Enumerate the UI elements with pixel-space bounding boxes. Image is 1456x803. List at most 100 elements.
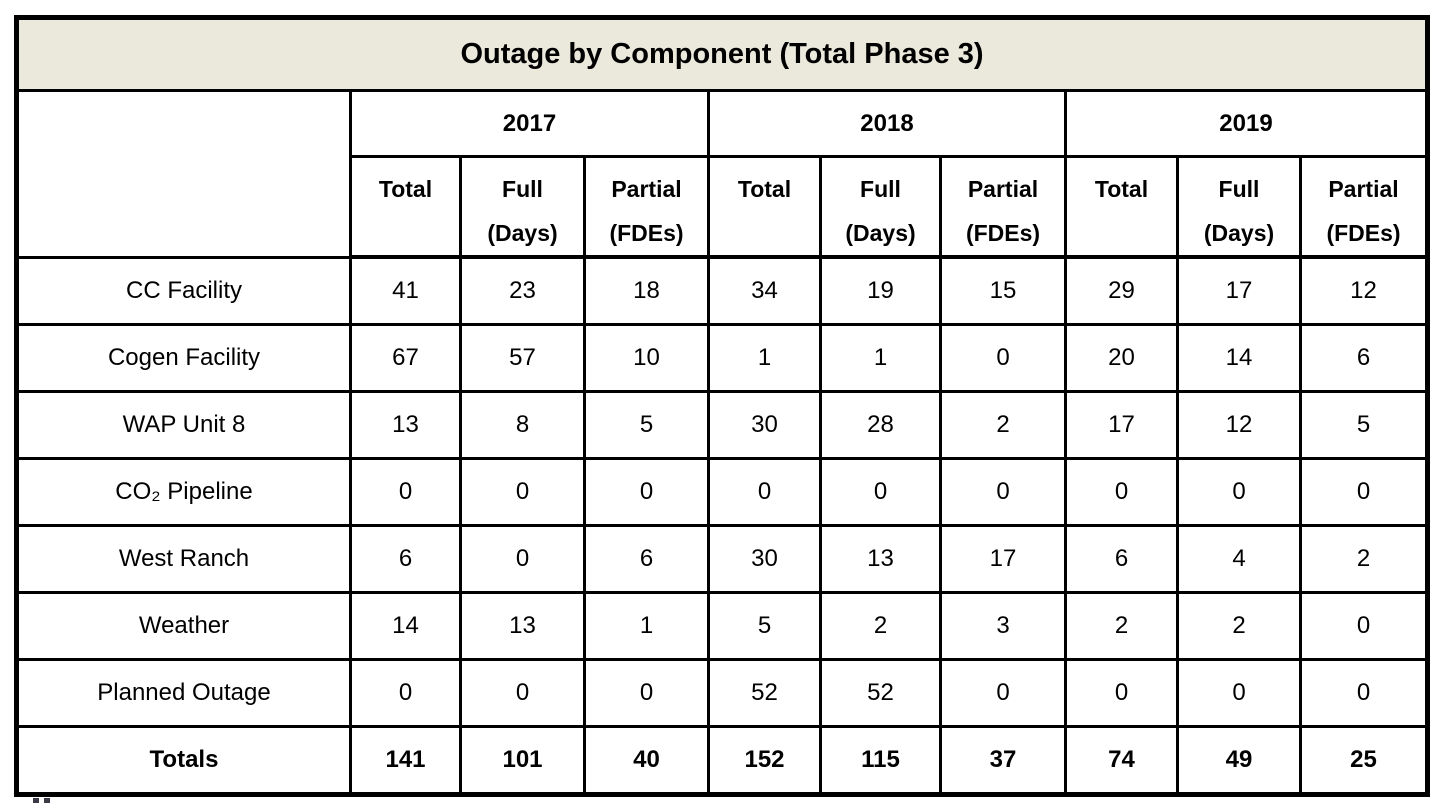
value-cell: 0 bbox=[1064, 456, 1179, 527]
value-cell: 6 bbox=[349, 523, 462, 594]
value-cell: 14 bbox=[1176, 322, 1302, 393]
value-cell: 34 bbox=[707, 255, 822, 326]
value-cell: 6 bbox=[1299, 322, 1429, 393]
year-header-row: 2017 2018 2019 bbox=[15, 89, 1429, 259]
value-cell: 8 bbox=[459, 389, 586, 460]
row-label-west-ranch: West Ranch bbox=[15, 523, 352, 594]
total-value-cell: 74 bbox=[1064, 724, 1179, 796]
value-cell: 17 bbox=[1176, 255, 1302, 326]
value-cell: 1 bbox=[707, 322, 822, 393]
value-cell: 0 bbox=[707, 456, 822, 527]
col-header-2018-full: Full (Days) bbox=[819, 155, 942, 259]
value-cell: 0 bbox=[1299, 456, 1429, 527]
table-title: Outage by Component (Total Phase 3) bbox=[15, 16, 1429, 92]
value-cell: 0 bbox=[459, 523, 586, 594]
col-header-2017-total: Total bbox=[349, 155, 462, 259]
value-cell: 2 bbox=[819, 590, 942, 661]
row-label-co2-pipeline: CO₂ Pipeline bbox=[15, 456, 352, 527]
col-header-label: (FDEs) bbox=[1326, 220, 1401, 246]
subheader-row: Total Full (Days) Partial (FDEs) Total Ful… bbox=[17, 155, 1429, 259]
total-value-cell: 25 bbox=[1299, 724, 1429, 796]
value-cell: 0 bbox=[349, 657, 462, 728]
value-cell: 30 bbox=[707, 523, 822, 594]
col-header-2018-partial: Partial (FDEs) bbox=[939, 155, 1067, 259]
value-cell: 5 bbox=[1299, 389, 1429, 460]
value-cell: 0 bbox=[1299, 657, 1429, 728]
year-header-2017: 2017 bbox=[349, 89, 710, 158]
value-cell: 6 bbox=[1064, 523, 1179, 594]
value-cell: 17 bbox=[1064, 389, 1179, 460]
col-header-label: Full bbox=[1218, 176, 1260, 202]
col-header-label: (FDEs) bbox=[609, 220, 684, 246]
value-cell: 67 bbox=[349, 322, 462, 393]
value-cell: 29 bbox=[1064, 255, 1179, 326]
col-header-label: (FDEs) bbox=[965, 220, 1041, 246]
col-header-2019-total: Total bbox=[1064, 155, 1179, 259]
value-cell: 5 bbox=[707, 590, 822, 661]
value-cell: 17 bbox=[939, 523, 1067, 594]
total-value-cell: 40 bbox=[583, 724, 710, 796]
value-cell: 0 bbox=[1176, 456, 1302, 527]
year-header-2019: 2019 bbox=[1064, 89, 1429, 158]
value-cell: 0 bbox=[583, 657, 710, 728]
value-cell: 2 bbox=[939, 389, 1067, 460]
value-cell: 13 bbox=[819, 523, 942, 594]
total-value-cell: 152 bbox=[707, 724, 822, 796]
value-cell: 0 bbox=[939, 456, 1067, 527]
row-label-cogen-facility: Cogen Facility bbox=[15, 322, 352, 393]
value-cell: 41 bbox=[349, 255, 462, 326]
value-cell: 4 bbox=[1176, 523, 1302, 594]
col-header-2019-full: Full (Days) bbox=[1176, 155, 1302, 259]
year-header-2018: 2018 bbox=[707, 89, 1067, 158]
col-header-label: Full bbox=[502, 176, 543, 202]
value-cell: 14 bbox=[349, 590, 462, 661]
value-cell: 0 bbox=[1064, 657, 1179, 728]
value-cell: 23 bbox=[459, 255, 586, 326]
table-row: Planned Outage 0 0 0 52 52 0 0 0 0 bbox=[15, 657, 1429, 728]
table-row: Weather 14 13 1 5 2 3 2 2 0 bbox=[15, 590, 1429, 661]
row-label-weather: Weather bbox=[15, 590, 352, 661]
col-header-label: Partial bbox=[1328, 176, 1399, 202]
value-cell: 3 bbox=[939, 590, 1067, 661]
corner-cell bbox=[15, 89, 352, 259]
value-cell: 0 bbox=[1299, 590, 1429, 661]
value-cell: 2 bbox=[1176, 590, 1302, 661]
value-cell: 12 bbox=[1299, 255, 1429, 326]
value-cell: 0 bbox=[459, 456, 586, 527]
value-cell: 0 bbox=[583, 456, 710, 527]
total-value-cell: 101 bbox=[459, 724, 586, 796]
value-cell: 30 bbox=[707, 389, 822, 460]
value-cell: 20 bbox=[1064, 322, 1179, 393]
value-cell: 5 bbox=[583, 389, 710, 460]
value-cell: 0 bbox=[819, 456, 942, 527]
total-value-cell: 37 bbox=[939, 724, 1067, 796]
value-cell: 18 bbox=[583, 255, 710, 326]
row-label-planned-outage: Planned Outage bbox=[15, 657, 352, 728]
totals-row: Totals 141 101 40 152 115 37 74 49 25 bbox=[15, 724, 1429, 796]
table-row: West Ranch 6 0 6 30 13 17 6 4 2 bbox=[15, 523, 1429, 594]
col-header-2017-full: Full (Days) bbox=[459, 155, 586, 259]
value-cell: 52 bbox=[819, 657, 942, 728]
col-header-label: Total bbox=[378, 176, 433, 202]
col-header-2017-partial: Partial (FDEs) bbox=[583, 155, 710, 259]
total-value-cell: 141 bbox=[349, 724, 462, 796]
table-row: CO₂ Pipeline 0 0 0 0 0 0 0 0 0 bbox=[15, 456, 1429, 527]
value-cell: 13 bbox=[349, 389, 462, 460]
value-cell: 12 bbox=[1176, 389, 1302, 460]
value-cell: 2 bbox=[1299, 523, 1429, 594]
value-cell: 0 bbox=[939, 322, 1067, 393]
value-cell: 0 bbox=[459, 657, 586, 728]
col-header-label: (Days) bbox=[845, 220, 916, 246]
table-row: WAP Unit 8 13 8 5 30 28 2 17 12 5 bbox=[15, 389, 1429, 460]
col-header-label: (Days) bbox=[487, 220, 558, 246]
total-value-cell: 115 bbox=[819, 724, 942, 796]
title-row: Outage by Component (Total Phase 3) bbox=[15, 16, 1429, 92]
value-cell: 15 bbox=[939, 255, 1067, 326]
col-header-2018-total: Total bbox=[707, 155, 822, 259]
table-row: Cogen Facility 67 57 10 1 1 0 20 14 6 bbox=[15, 322, 1429, 393]
col-header-label: Total bbox=[1094, 176, 1149, 202]
value-cell: 1 bbox=[819, 322, 942, 393]
col-header-label: Partial bbox=[967, 176, 1039, 202]
total-value-cell: 49 bbox=[1176, 724, 1302, 796]
value-cell: 0 bbox=[939, 657, 1067, 728]
